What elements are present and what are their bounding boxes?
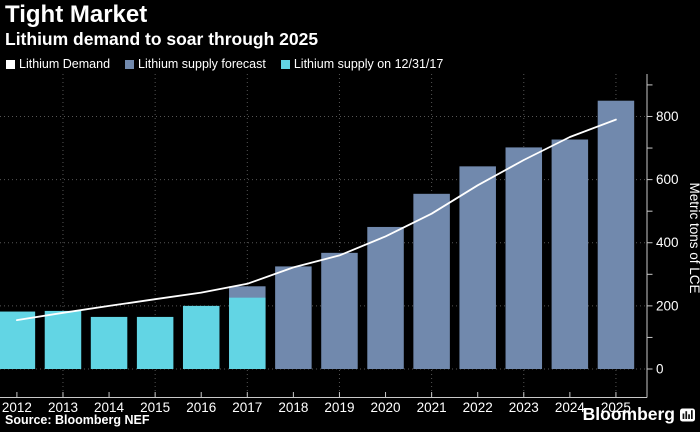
legend-item-0: Lithium Demand: [6, 57, 110, 71]
y-axis-label-400: 400: [656, 235, 679, 250]
y-axis-label-800: 800: [656, 109, 679, 124]
x-axis-label-2014: 2014: [94, 400, 125, 415]
bar-lithium-supply-on-12-31-17-2015: [136, 316, 174, 369]
source-attribution: Source: Bloomberg NEF: [5, 413, 150, 427]
legend-swatch: [6, 59, 15, 69]
bloomberg-terminal-icon: [680, 408, 695, 421]
bloomberg-wordmark: Bloomberg: [582, 404, 675, 424]
y-axis-title: Metric tons of LCE: [687, 182, 700, 293]
bar-lithium-supply-forecast-2018: [275, 266, 312, 369]
legend: Lithium Demand Lithium supply forecast Lit…: [6, 57, 443, 71]
x-axis-label-2022: 2022: [463, 400, 493, 415]
x-axis-label-2023: 2023: [509, 400, 539, 415]
chart-subtitle: Lithium demand to soar through 2025: [5, 29, 319, 49]
x-axis-label-2019: 2019: [324, 400, 354, 415]
bar-lithium-supply-on-12-31-17-2017: [229, 297, 266, 369]
bar-lithium-supply-on-12-31-17-2013: [44, 310, 82, 369]
legend-swatch: [280, 59, 290, 69]
bar-lithium-supply-on-12-31-17-2016: [182, 305, 220, 369]
page-title: Tight Market: [5, 1, 148, 28]
legend-item-2: Lithium supply on 12/31/17: [280, 57, 444, 71]
line-lithium-demand: [15, 118, 617, 322]
legend-label: Lithium supply on 12/31/17: [293, 57, 444, 71]
bar-lithium-supply-on-12-31-17-2014: [90, 316, 128, 369]
bar-lithium-supply-forecast-2025: [597, 100, 635, 369]
x-axis-label-2020: 2020: [371, 400, 401, 415]
bar-lithium-supply-forecast-2020: [367, 226, 404, 369]
x-axis-label-2015: 2015: [140, 400, 170, 415]
bar-lithium-supply-forecast-2024: [551, 139, 589, 369]
bar-lithium-supply-forecast-2019: [321, 252, 358, 369]
x-axis-label-2017: 2017: [232, 400, 262, 415]
x-axis-label-2024: 2024: [555, 400, 586, 415]
x-axis-label-2013: 2013: [48, 400, 78, 415]
legend-label: Lithium Demand: [19, 57, 111, 71]
x-axis-label-2021: 2021: [417, 400, 447, 415]
x-axis-label-2018: 2018: [278, 400, 308, 415]
bar-lithium-supply-on-12-31-17-2012: [0, 311, 36, 369]
y-axis-label-200: 200: [656, 298, 679, 313]
x-axis-label-2012: 2012: [2, 400, 32, 415]
legend-swatch: [125, 59, 135, 69]
x-axis-label-2025: 2025: [601, 400, 631, 415]
legend-item-1: Lithium supply forecast: [125, 57, 266, 71]
x-axis-label-2016: 2016: [186, 400, 216, 415]
legend-label: Lithium supply forecast: [138, 57, 266, 71]
bloomberg-branding: Bloomberg: [583, 404, 695, 425]
bar-lithium-supply-forecast-2021: [413, 193, 450, 369]
bar-lithium-supply-forecast-2023: [505, 147, 543, 369]
y-axis-label-600: 600: [656, 172, 679, 187]
bar-lithium-supply-forecast-2022: [459, 166, 496, 369]
y-axis-label-0: 0: [656, 362, 664, 377]
